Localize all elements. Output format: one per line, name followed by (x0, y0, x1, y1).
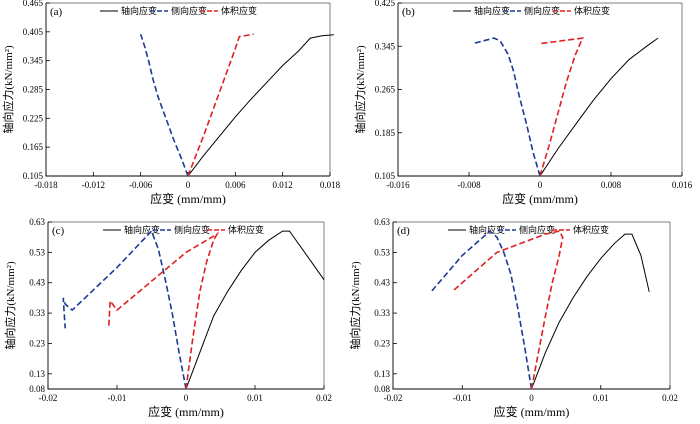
y-tick-label: 0.105 (23, 171, 44, 181)
y-axis-label: 轴向应力(kN/mm²) (3, 261, 17, 350)
y-tick-label: 0.43 (374, 278, 390, 288)
legend-label: 轴向应变 (474, 5, 510, 16)
panel-label: (b) (402, 6, 415, 18)
series-line-2 (139, 33, 189, 177)
x-tick-label: 0.008 (601, 180, 622, 190)
y-tick-label: 0.425 (375, 0, 396, 8)
x-tick-label: 0.018 (320, 180, 341, 190)
axis-frame-outer (398, 2, 683, 176)
legend-label: 体积应变 (221, 5, 257, 16)
x-tick-label: 0.01 (593, 393, 609, 403)
x-tick-label: 0.02 (662, 393, 678, 403)
y-axis-label: 轴向应力(kN/mm²) (348, 261, 362, 350)
x-tick-label: -0.016 (386, 180, 410, 190)
series-line-1 (539, 37, 659, 177)
y-tick-label: 0.13 (29, 369, 45, 379)
y-tick-label: 0.63 (374, 217, 390, 227)
y-tick-label: 0.43 (29, 278, 45, 288)
x-tick-label: 0.01 (247, 393, 263, 403)
legend-label: 侧向应变 (174, 224, 210, 235)
panel-1: -0.018 -0.012 -0.006 0 0.006 0.012 0.018 0.105 0… (1, 0, 341, 206)
x-tick-label: 0.016 (672, 180, 693, 190)
x-axis-label: 应变 (mm/mm) (502, 191, 578, 206)
axis-frame-outer (46, 2, 331, 176)
y-tick-label: 0.33 (374, 308, 390, 318)
y-tick-label: 0.23 (374, 338, 390, 348)
legend-label: 体积应变 (573, 224, 609, 235)
y-tick-label: 0.165 (23, 142, 44, 152)
series-line-3 (107, 231, 220, 390)
y-axis-label: 轴向应力(kN/mm²) (353, 45, 367, 134)
x-axis-label: 应变 (mm/mm) (150, 191, 226, 206)
axis-frame (45, 3, 330, 177)
y-tick-label: 0.08 (374, 384, 390, 394)
panel-2: -0.016 -0.008 0 0.008 0.016 0.105 0.185 0.265 0.… (353, 0, 693, 206)
series-line-1 (185, 230, 325, 390)
legend-label: 轴向应变 (469, 224, 505, 235)
x-tick-label: -0.02 (384, 393, 403, 403)
x-tick-label: 0.02 (316, 393, 332, 403)
x-tick-label: 0.012 (273, 180, 293, 190)
panel-4: -0.02 -0.01 0 0.01 0.02 0.08 0.13 0.23 0.33 0.43 0… (348, 217, 678, 419)
x-tick-label: -0.01 (108, 393, 127, 403)
y-tick-label: 0.33 (29, 308, 45, 318)
legend-label: 侧向应变 (171, 5, 207, 16)
y-tick-label: 0.345 (23, 56, 44, 66)
y-tick-label: 0.185 (375, 128, 396, 138)
y-axis-label: 轴向应力(kN/mm²) (1, 45, 15, 134)
legend-label: 侧向应变 (524, 5, 560, 16)
series-line-3 (451, 230, 564, 390)
y-tick-label: 0.23 (29, 338, 45, 348)
x-axis-label: 应变 (mm/mm) (494, 404, 570, 419)
axis-frame-outer (393, 221, 671, 389)
x-tick-label: -0.008 (457, 180, 481, 190)
legend-label: 体积应变 (574, 5, 610, 16)
x-axis-label: 应变 (mm/mm) (148, 404, 224, 419)
x-tick-label: -0.012 (82, 180, 105, 190)
series-line-2 (473, 37, 541, 177)
y-tick-label: 0.13 (374, 369, 390, 379)
y-tick-label: 0.285 (23, 85, 44, 95)
y-tick-label: 0.53 (374, 247, 390, 257)
panel-label: (a) (50, 6, 63, 18)
series-line-1 (187, 34, 334, 177)
y-tick-label: 0.105 (375, 171, 396, 181)
y-tick-label: 0.345 (375, 41, 396, 51)
axis-frame (392, 222, 670, 390)
x-tick-label: -0.018 (34, 180, 58, 190)
axis-frame (47, 222, 324, 390)
y-tick-label: 0.63 (29, 217, 45, 227)
axis-frame (397, 3, 682, 177)
x-tick-label: 0 (538, 180, 543, 190)
y-tick-label: 0.405 (23, 27, 44, 37)
x-tick-label: 0 (184, 393, 189, 403)
panel-3: -0.02 -0.01 0 0.01 0.02 0.08 0.13 0.23 0.33 0.43 0… (3, 217, 332, 419)
series-line-1 (531, 233, 650, 390)
panel-label: (c) (52, 225, 65, 237)
series-line-3 (187, 33, 254, 177)
y-tick-label: 0.265 (375, 85, 396, 95)
series-line-2 (62, 229, 187, 390)
x-tick-label: 0.006 (225, 180, 246, 190)
legend-label: 轴向应变 (121, 5, 157, 16)
legend-label: 侧向应变 (519, 224, 555, 235)
y-tick-label: 0.08 (29, 384, 45, 394)
series-line-3 (539, 37, 584, 177)
panel-label: (d) (397, 225, 410, 237)
series-line-2 (430, 230, 533, 390)
x-tick-label: -0.006 (129, 180, 153, 190)
x-tick-label: 0 (186, 180, 191, 190)
x-tick-label: -0.02 (39, 393, 58, 403)
y-tick-label: 0.465 (23, 0, 44, 8)
x-tick-label: 0 (529, 393, 534, 403)
y-tick-label: 0.53 (29, 247, 45, 257)
legend-label: 体积应变 (228, 224, 264, 235)
y-tick-label: 0.225 (23, 113, 44, 123)
legend-label: 轴向应变 (124, 224, 160, 235)
axis-frame-outer (48, 221, 325, 389)
x-tick-label: -0.01 (453, 393, 472, 403)
